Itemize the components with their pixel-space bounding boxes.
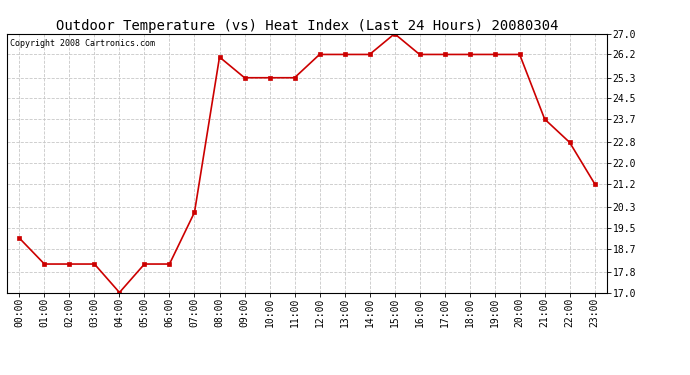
Title: Outdoor Temperature (vs) Heat Index (Last 24 Hours) 20080304: Outdoor Temperature (vs) Heat Index (Las… — [56, 19, 558, 33]
Text: Copyright 2008 Cartronics.com: Copyright 2008 Cartronics.com — [10, 39, 155, 48]
